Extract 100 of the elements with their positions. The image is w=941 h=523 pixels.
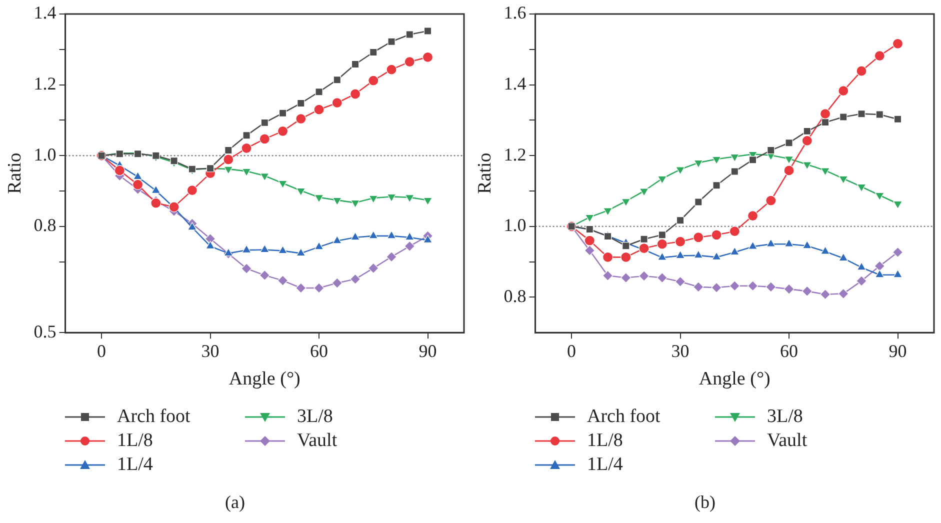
point xyxy=(314,194,324,203)
point xyxy=(224,146,232,154)
point xyxy=(370,48,378,56)
point xyxy=(585,214,594,222)
point xyxy=(820,168,830,176)
x-tick-label: 90 xyxy=(418,341,437,362)
point xyxy=(603,208,612,216)
x-tick-label: 0 xyxy=(97,341,106,362)
x-tick-label: 60 xyxy=(310,341,328,362)
point xyxy=(838,252,848,262)
point xyxy=(242,168,252,176)
point xyxy=(693,282,704,292)
point xyxy=(821,118,830,126)
point xyxy=(406,30,414,38)
point xyxy=(368,230,378,239)
point xyxy=(368,75,379,86)
point xyxy=(803,127,811,136)
point xyxy=(856,276,867,286)
point xyxy=(259,134,270,144)
point xyxy=(784,284,794,294)
y-axis-title: Ratio xyxy=(4,152,26,194)
point xyxy=(838,176,848,184)
point xyxy=(656,238,668,250)
y-tick-label: 1.4 xyxy=(34,2,56,23)
point xyxy=(260,244,270,253)
point xyxy=(223,154,234,165)
point xyxy=(766,238,776,247)
point xyxy=(676,216,684,224)
point xyxy=(405,194,414,203)
legend-label: Vault xyxy=(297,430,338,452)
point xyxy=(332,236,342,244)
x-tick-label: 30 xyxy=(671,341,690,362)
point xyxy=(711,282,722,293)
point xyxy=(748,241,758,250)
point xyxy=(639,188,649,196)
legend-label: 1L/8 xyxy=(117,430,153,452)
point xyxy=(656,272,668,284)
point xyxy=(350,88,361,100)
point xyxy=(186,184,198,196)
point xyxy=(694,160,704,168)
point xyxy=(711,230,722,240)
point xyxy=(584,235,595,246)
point xyxy=(150,198,162,208)
point xyxy=(114,165,125,176)
point xyxy=(766,282,776,292)
y-tick-label: 0.8 xyxy=(504,286,526,306)
point xyxy=(840,113,848,121)
point xyxy=(351,60,360,68)
point xyxy=(674,276,686,287)
point xyxy=(640,235,648,243)
y-axis-title: Ratio xyxy=(474,152,496,194)
point xyxy=(620,252,632,262)
point xyxy=(386,230,396,239)
point xyxy=(729,280,740,292)
text: (b) xyxy=(694,492,716,513)
point xyxy=(151,185,161,194)
point xyxy=(892,246,904,258)
point xyxy=(729,226,740,237)
point xyxy=(876,110,884,118)
y-tick-label: 1.6 xyxy=(504,2,526,23)
point xyxy=(658,176,667,184)
point xyxy=(242,244,252,253)
point xyxy=(858,110,866,118)
legend-label: Vault xyxy=(767,430,808,452)
point xyxy=(350,274,361,284)
x-tick-label: 90 xyxy=(888,341,907,362)
point xyxy=(802,286,812,296)
point xyxy=(712,252,722,260)
point xyxy=(893,200,902,210)
point xyxy=(856,66,867,76)
point xyxy=(277,126,288,136)
point xyxy=(332,278,342,288)
point xyxy=(297,99,305,108)
point xyxy=(260,118,268,127)
point xyxy=(620,272,632,284)
point xyxy=(260,172,270,182)
point xyxy=(694,250,704,258)
point xyxy=(874,50,885,62)
point xyxy=(296,188,306,196)
point xyxy=(278,246,288,254)
point xyxy=(296,282,306,294)
text: (a) xyxy=(224,492,246,513)
point xyxy=(241,142,252,154)
point xyxy=(784,156,794,164)
point xyxy=(333,76,341,84)
y-tick-label: 1.0 xyxy=(504,215,526,236)
point xyxy=(386,64,397,75)
point xyxy=(875,192,884,201)
x-axis-title: Angle (°) xyxy=(698,368,770,390)
point xyxy=(747,280,758,292)
legend-label: 1L/4 xyxy=(587,454,623,476)
legend-label: 3L/8 xyxy=(767,406,803,428)
point xyxy=(224,248,234,256)
point xyxy=(296,113,306,124)
point xyxy=(856,262,866,270)
point xyxy=(676,166,685,175)
point xyxy=(296,248,306,256)
point xyxy=(730,154,740,162)
y-tick-label: 1.4 xyxy=(504,74,526,94)
point xyxy=(747,210,758,222)
